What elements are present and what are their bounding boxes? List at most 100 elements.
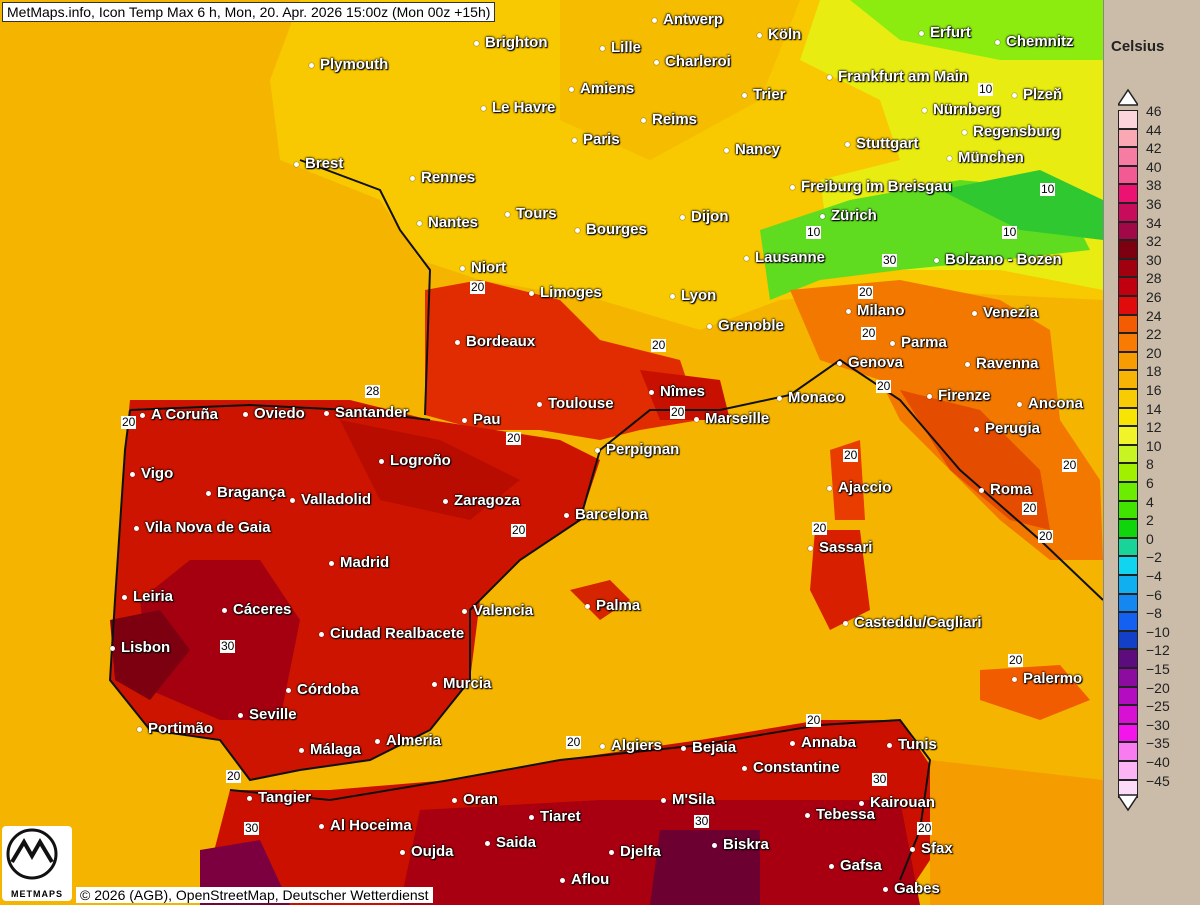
legend-tick: 40 (1146, 158, 1162, 175)
legend-tick: 14 (1146, 400, 1162, 417)
city-label: Zaragoza (443, 492, 520, 509)
city-label: Limoges (529, 284, 602, 301)
legend-swatch (1118, 277, 1138, 296)
legend-swatch (1118, 184, 1138, 203)
city-label: Djelfa (609, 843, 661, 860)
city-label: München (947, 149, 1024, 166)
metmaps-logo: METMAPS (2, 826, 72, 901)
legend-tick: 8 (1146, 456, 1154, 473)
city-label: Córdoba (286, 681, 359, 698)
city-label: Oran (452, 791, 498, 808)
isotherm-label: 20 (506, 431, 522, 445)
city-label: Regensburg (962, 123, 1061, 140)
city-label: Bragança (206, 484, 285, 501)
legend-tick: 46 (1146, 103, 1162, 119)
color-legend: Celsius 46 44 42 40 38 36 34 32 30 28 26 24 22 20 18 16… (1103, 0, 1200, 905)
legend-swatch (1118, 147, 1138, 166)
city-label: Monaco (777, 389, 845, 406)
legend-swatch (1118, 389, 1138, 408)
legend-swatch (1118, 630, 1138, 650)
city-label: Logroño (379, 452, 451, 469)
city-label: Nürnberg (922, 101, 1001, 118)
legend-tick: −12 (1146, 642, 1170, 659)
legend-tick: 2 (1146, 512, 1154, 529)
legend-tick: 20 (1146, 344, 1162, 361)
city-label: Firenze (927, 387, 991, 404)
city-label: Sfax (910, 840, 953, 857)
city-label: Plzeň (1012, 86, 1062, 103)
legend-tick: 10 (1146, 437, 1162, 454)
city-label: Milano (846, 302, 905, 319)
isotherm-label: 20 (861, 326, 877, 340)
city-label: Constantine (742, 759, 840, 776)
city-label: Seville (238, 706, 297, 723)
city-label: Ravenna (965, 355, 1039, 372)
city-label: Plymouth (309, 56, 388, 73)
logo-mountain-icon (6, 828, 58, 880)
city-label: Köln (757, 26, 801, 43)
isotherm-label: 30 (882, 253, 898, 267)
legend-tick: 42 (1146, 140, 1162, 157)
legend-swatch (1118, 426, 1138, 445)
legend-swatch (1118, 351, 1138, 371)
legend-swatch (1118, 258, 1138, 278)
legend-tick: 26 (1146, 289, 1162, 305)
city-label: Rennes (410, 169, 475, 186)
city-label: Brest (294, 155, 343, 172)
legend-swatch (1118, 686, 1138, 706)
logo-text: METMAPS (11, 889, 63, 899)
city-label: Grenoble (707, 317, 784, 334)
map-title: MetMaps.info, Icon Temp Max 6 h, Mon, 20… (2, 2, 496, 22)
legend-tick: 12 (1146, 419, 1162, 436)
isotherm-label: 20 (843, 448, 859, 462)
legend-swatch (1118, 556, 1138, 575)
city-label: Leiria (122, 588, 173, 605)
isotherm-label: 30 (872, 772, 888, 786)
legend-tick: −15 (1146, 661, 1170, 677)
city-label: Perpignan (595, 441, 679, 458)
isotherm-label: 20 (226, 769, 242, 783)
city-label: Gabes (883, 880, 940, 897)
city-label: Al Hoceima (319, 817, 412, 834)
isotherm-label: 20 (917, 821, 933, 835)
legend-tick: −2 (1146, 549, 1162, 566)
isotherm-label: 20 (566, 735, 582, 749)
isotherm-label: 20 (1022, 501, 1038, 515)
isotherm-label: 30 (694, 814, 710, 828)
isotherm-label: 20 (1062, 458, 1078, 472)
city-label: Madrid (329, 554, 389, 571)
temperature-map[interactable]: MetMaps.info, Icon Temp Max 6 h, Mon, 20… (0, 0, 1103, 905)
isotherm-label: 20 (858, 285, 874, 299)
legend-tick: −40 (1146, 754, 1170, 770)
city-label: Santander (324, 404, 408, 421)
isotherm-label: 28 (365, 384, 381, 398)
legend-tick: 36 (1146, 196, 1162, 212)
isotherm-label: 10 (806, 225, 822, 239)
legend-swatch (1118, 110, 1138, 129)
isotherm-label: 20 (876, 379, 892, 393)
city-label: Tours (505, 205, 557, 222)
city-label: Le Havre (481, 99, 555, 116)
legend-tick: −8 (1146, 605, 1162, 622)
legend-swatch (1118, 240, 1138, 259)
legend-tick: −6 (1146, 586, 1162, 603)
isotherm-label: 20 (511, 523, 527, 537)
isotherm-label: 10 (1002, 225, 1018, 239)
city-label: Stuttgart (845, 135, 919, 152)
city-label: Parma (890, 334, 947, 351)
legend-swatch (1118, 221, 1138, 241)
isotherm-label: 30 (220, 639, 236, 653)
city-label: Bourges (575, 221, 647, 238)
legend-swatch (1118, 482, 1138, 501)
legend-tick: 32 (1146, 233, 1162, 250)
legend-swatch (1118, 296, 1138, 315)
legend-tick: −20 (1146, 679, 1170, 696)
legend-swatch (1118, 723, 1138, 743)
city-label: Venezia (972, 304, 1038, 321)
legend-swatch (1118, 593, 1138, 613)
city-label: Palma (585, 597, 640, 614)
legend-tick: 4 (1146, 493, 1154, 510)
legend-tick: 30 (1146, 251, 1162, 268)
city-label: Valencia (462, 602, 533, 619)
city-label: Algiers (600, 737, 662, 754)
